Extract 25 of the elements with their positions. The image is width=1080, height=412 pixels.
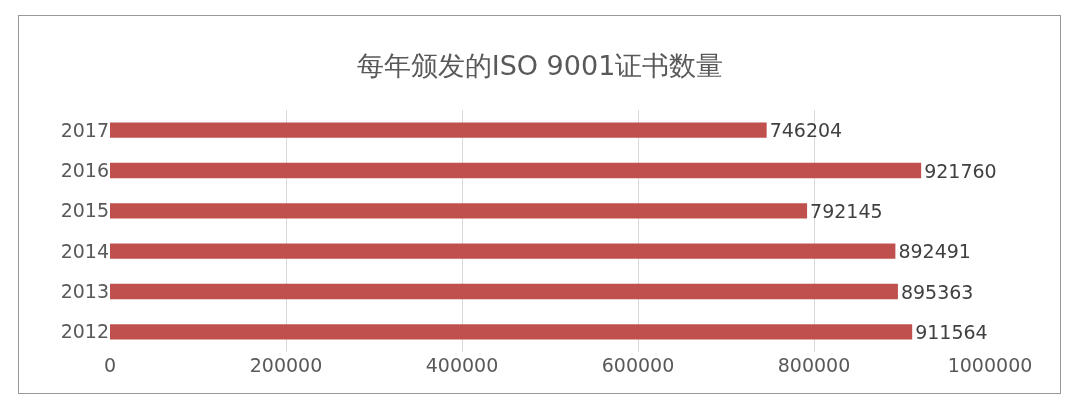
bar xyxy=(110,324,913,340)
x-tick-label: 1000000 xyxy=(947,354,1033,376)
x-tick-label: 0 xyxy=(103,354,117,376)
y-tick-label: 2016 xyxy=(60,159,109,182)
bar xyxy=(110,122,767,138)
bar xyxy=(110,243,896,259)
y-tick-label: 2013 xyxy=(60,280,109,303)
data-label: 792145 xyxy=(810,199,883,222)
bar xyxy=(110,162,922,179)
data-label: 892491 xyxy=(898,240,971,263)
bar xyxy=(110,203,808,219)
y-tick-label: 2017 xyxy=(60,118,109,141)
data-label: 746204 xyxy=(769,119,843,142)
data-label: 921760 xyxy=(924,159,997,182)
y-tick-label: 2015 xyxy=(60,199,109,222)
bar xyxy=(110,283,898,300)
data-label: 911564 xyxy=(915,320,988,343)
x-tick-label: 800000 xyxy=(777,354,851,376)
x-tick-label: 600000 xyxy=(601,354,675,376)
x-tick-label: 200000 xyxy=(249,354,323,376)
chart-title: 每年颁发的ISO 9001证书数量 xyxy=(356,50,724,82)
y-tick-label: 2014 xyxy=(60,239,109,262)
y-tick-label: 2012 xyxy=(60,320,109,343)
x-tick-label: 400000 xyxy=(425,354,499,376)
data-label: 895363 xyxy=(900,280,974,303)
